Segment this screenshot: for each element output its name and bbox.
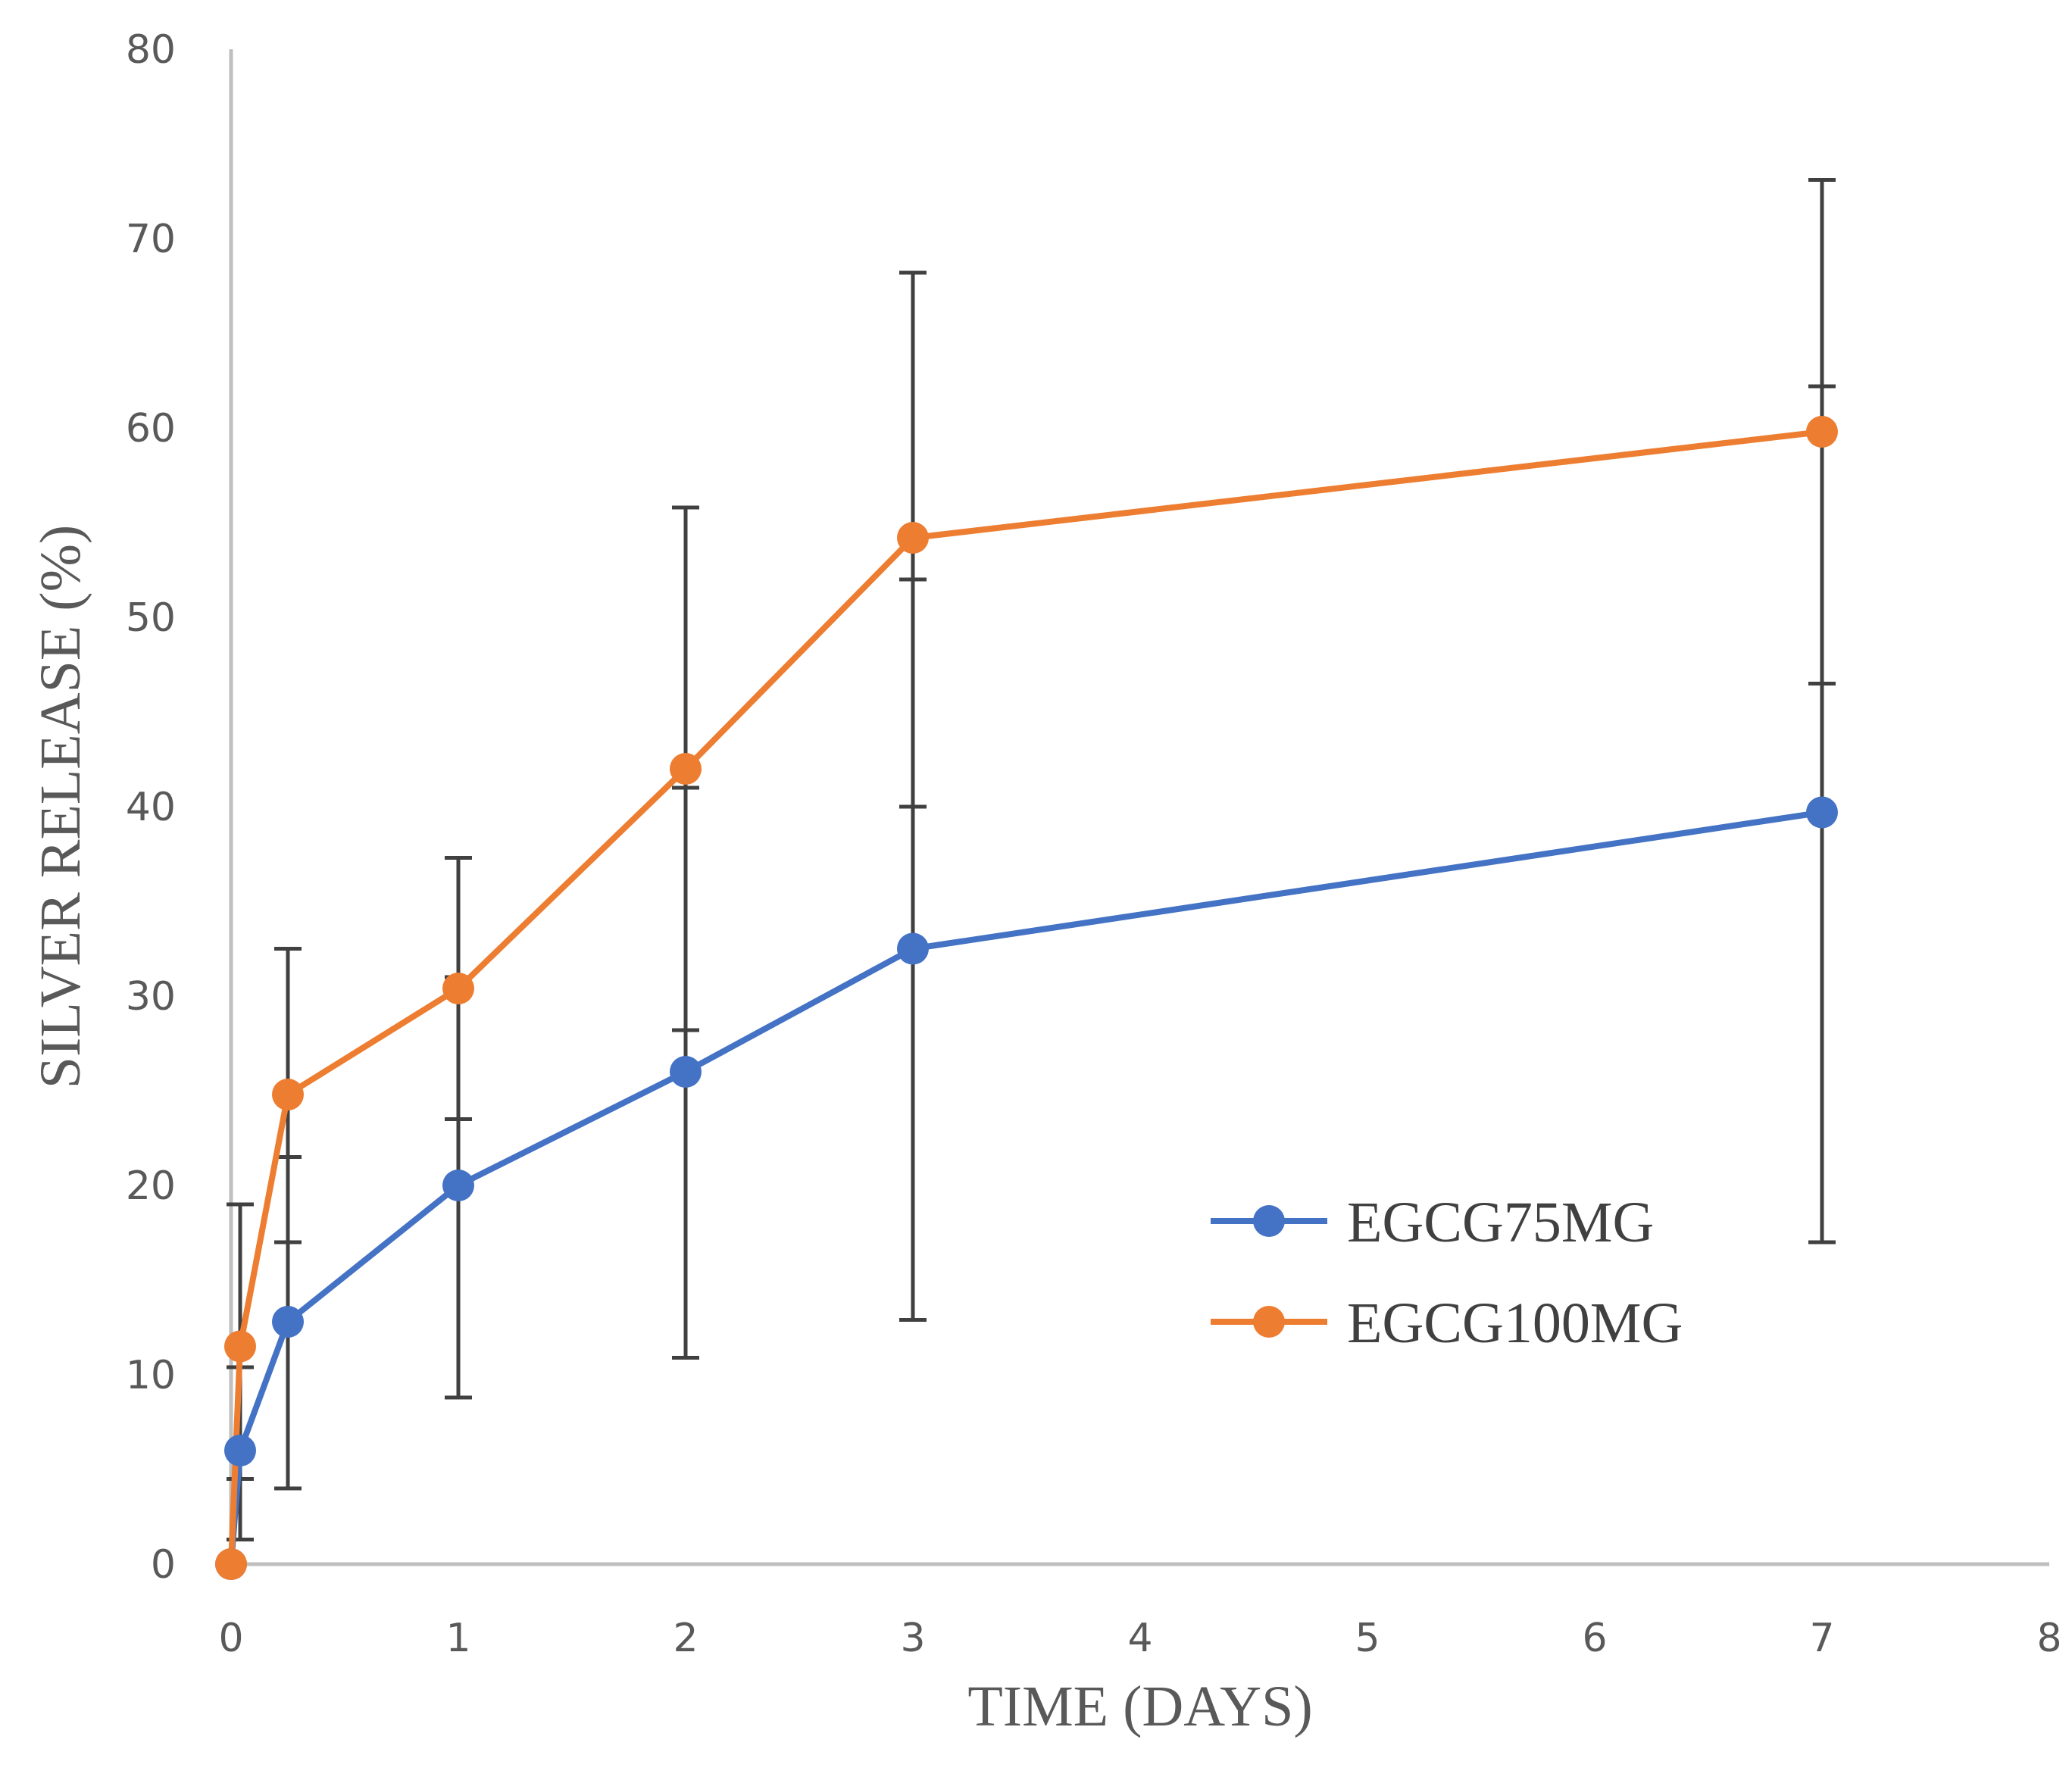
y-axis-title: SILVER RELEASE (%) bbox=[29, 525, 92, 1089]
data-point bbox=[442, 973, 474, 1004]
x-tick-label: 4 bbox=[1127, 1616, 1152, 1661]
data-point bbox=[1806, 796, 1838, 829]
legend: EGCG75MG EGCG100MG bbox=[1211, 1191, 1683, 1355]
x-tick-label: 7 bbox=[1809, 1616, 1834, 1661]
x-tick-label: 3 bbox=[900, 1616, 925, 1661]
data-point bbox=[897, 522, 929, 554]
data-point bbox=[272, 1306, 304, 1338]
y-tick-label: 40 bbox=[126, 785, 176, 830]
x-tick-label: 1 bbox=[445, 1616, 470, 1661]
y-tick-label: 30 bbox=[126, 974, 176, 1020]
legend-label: EGCG100MG bbox=[1347, 1291, 1683, 1355]
data-point bbox=[897, 932, 929, 965]
x-tick-label: 6 bbox=[1582, 1616, 1607, 1661]
data-point bbox=[670, 1056, 702, 1088]
x-tick-label: 0 bbox=[218, 1616, 243, 1661]
y-tick-label: 50 bbox=[126, 595, 176, 641]
series-points bbox=[215, 416, 1838, 1580]
data-point bbox=[272, 1079, 304, 1110]
data-point bbox=[670, 753, 702, 785]
legend-marker bbox=[1253, 1205, 1285, 1237]
data-point bbox=[1806, 416, 1838, 448]
y-tick-label: 70 bbox=[126, 217, 176, 262]
y-tick-label: 0 bbox=[151, 1542, 176, 1588]
y-tick-labels: 0 10 20 30 40 50 60 70 80 bbox=[126, 27, 176, 1588]
x-tick-label: 5 bbox=[1355, 1616, 1380, 1661]
data-point bbox=[442, 1170, 474, 1201]
x-tick-label: 2 bbox=[673, 1616, 698, 1661]
y-tick-label: 10 bbox=[126, 1353, 176, 1398]
data-point bbox=[224, 1435, 256, 1466]
y-tick-label: 60 bbox=[126, 406, 176, 451]
legend-label: EGCG75MG bbox=[1347, 1191, 1654, 1254]
x-axis-title: TIME (DAYS) bbox=[967, 1675, 1312, 1738]
x-tick-labels: 0 1 2 3 4 5 6 7 8 bbox=[218, 1616, 2061, 1661]
x-tick-label: 8 bbox=[2036, 1616, 2061, 1661]
y-tick-label: 80 bbox=[126, 27, 176, 73]
legend-marker bbox=[1253, 1306, 1285, 1338]
data-point bbox=[224, 1330, 256, 1363]
y-tick-label: 20 bbox=[126, 1163, 176, 1209]
data-point bbox=[215, 1548, 247, 1580]
